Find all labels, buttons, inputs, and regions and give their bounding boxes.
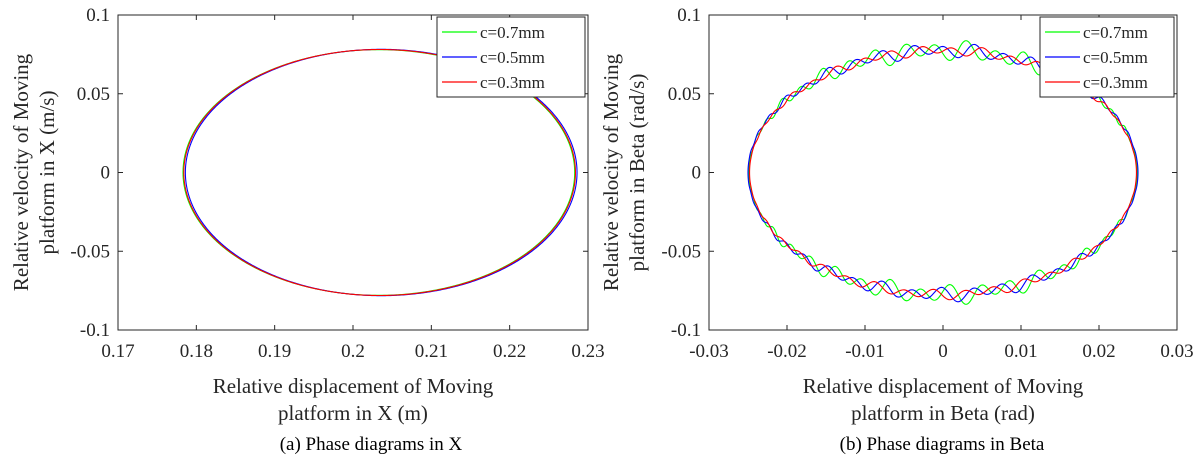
x-tick-label: 0.18	[180, 341, 213, 362]
legend: c=0.7mm c=0.5mm c=0.3mm	[1039, 16, 1175, 98]
x-axis-label-line2: platform in X (m)	[278, 401, 428, 425]
y-tick-label: -0.05	[70, 241, 110, 262]
y-axis-label-line1: Relative velocity of Moving	[599, 53, 623, 291]
x-axis-label-line1: Relative displacement of Moving	[213, 374, 494, 398]
legend-entry: c=0.7mm	[480, 23, 545, 42]
x-tick-label: 0.23	[571, 341, 604, 362]
y-tick-label: 0.1	[86, 5, 110, 26]
legend-entry: c=0.3mm	[480, 73, 545, 92]
y-tick-label: 0.05	[77, 84, 110, 105]
x-tick-label: 0.19	[258, 341, 291, 362]
y-axis-label-line2: platform in X (m/s)	[35, 91, 59, 255]
y-tick-label: -0.1	[671, 320, 701, 341]
y-axis-label-line2: platform in Beta (rad/s)	[625, 74, 649, 272]
x-tick-label: 0.01	[1004, 341, 1037, 362]
x-tick-label: 0.03	[1160, 341, 1193, 362]
legend: c=0.7mm c=0.5mm c=0.3mm	[436, 16, 586, 98]
x-tick-label: -0.03	[689, 341, 729, 362]
x-tick-label: -0.01	[845, 341, 885, 362]
x-tick-label: 0.22	[493, 341, 526, 362]
x-tick-label: 0	[938, 341, 948, 362]
panel-b-phase-beta: -0.03 -0.02 -0.01 0 0.01 0.02 0.03 -0.1 -0.05 0 0.…	[599, 5, 1194, 425]
x-axis-label-line1: Relative displacement of Moving	[803, 374, 1084, 398]
legend-entry: c=0.5mm	[1083, 48, 1148, 67]
legend-entry: c=0.3mm	[1083, 73, 1148, 92]
y-tick-label: -0.1	[80, 320, 110, 341]
caption-a: (a) Phase diagrams in X	[280, 434, 463, 455]
y-axis-label-line1: Relative velocity of Moving	[9, 53, 33, 291]
x-axis-label-line2: platform in Beta (rad)	[851, 401, 1035, 425]
x-tick-label: 0.2	[341, 341, 365, 362]
y-tick-label: 0	[101, 163, 111, 184]
caption-b: (b) Phase diagrams in Beta	[840, 434, 1045, 455]
x-tick-label: 0.02	[1082, 341, 1115, 362]
legend-entry: c=0.7mm	[1083, 23, 1148, 42]
y-tick-label: 0	[692, 163, 702, 184]
y-tick-label: -0.05	[661, 241, 701, 262]
y-tick-label: 0.1	[677, 5, 701, 26]
y-tick-label: 0.05	[668, 84, 701, 105]
x-tick-label: 0.17	[101, 341, 134, 362]
x-tick-label: 0.21	[415, 341, 448, 362]
panel-a-phase-x: 0.17 0.18 0.19 0.2 0.21 0.22 0.23 -0.1 -0.05 0 0.0…	[9, 5, 605, 425]
x-tick-label: -0.02	[767, 341, 807, 362]
legend-entry: c=0.5mm	[480, 48, 545, 67]
